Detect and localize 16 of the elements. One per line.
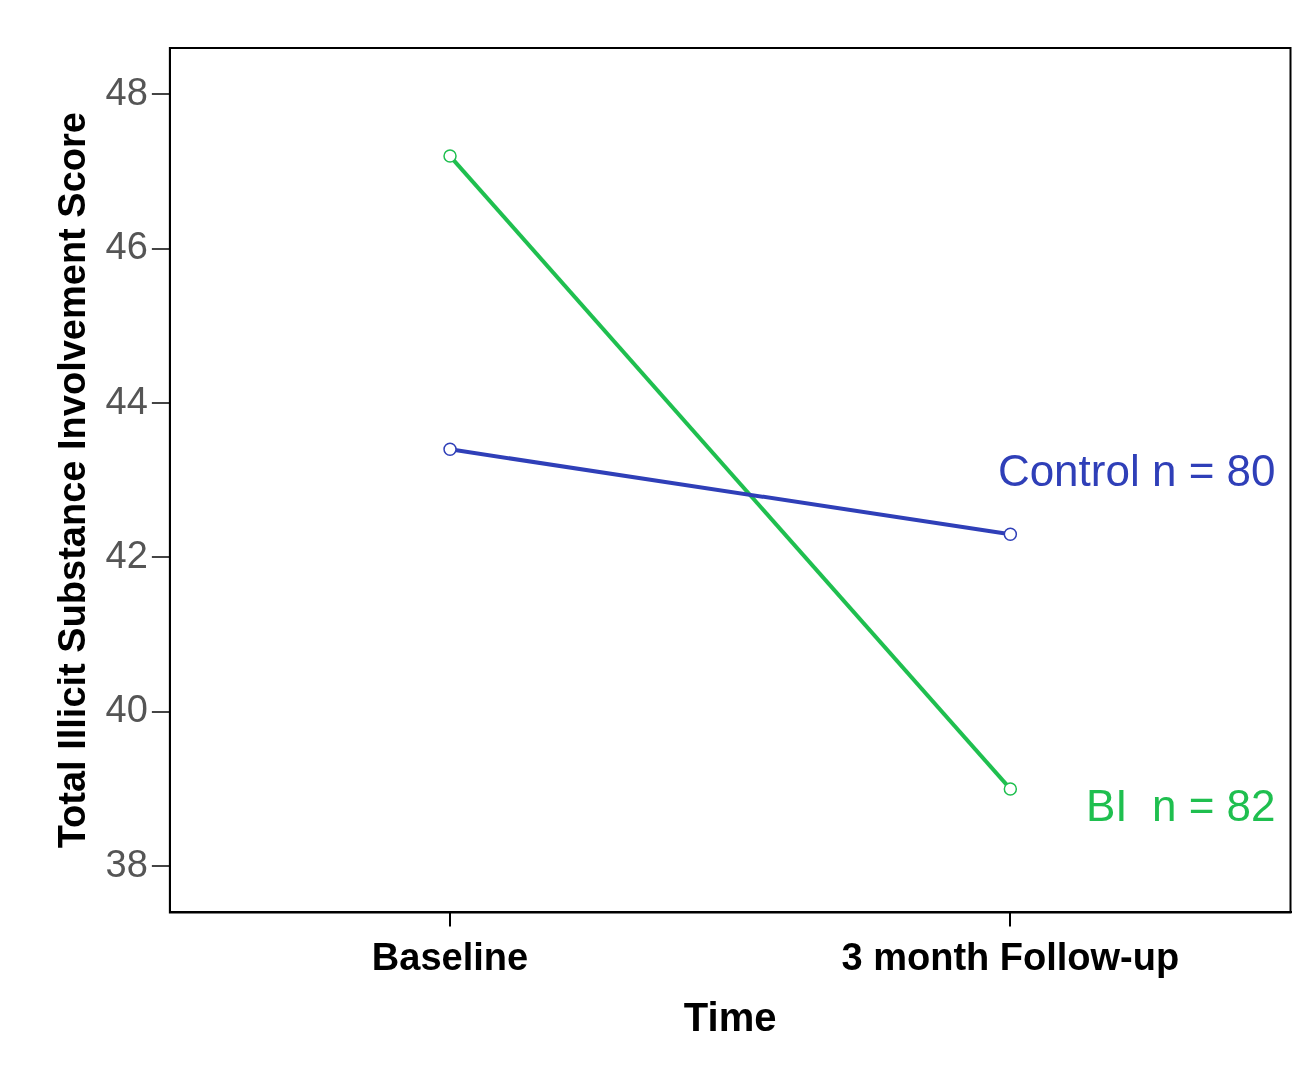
y-axis-title: Total Illicit Substance Involvement Score	[51, 112, 94, 849]
y-tick-label: 42	[105, 533, 148, 576]
y-tick-label: 48	[105, 70, 148, 113]
point	[1003, 782, 1018, 796]
x-tick-label: Baseline	[371, 935, 529, 978]
y-tick-label: 38	[105, 842, 148, 885]
point	[1003, 527, 1018, 541]
x-tick-label: 3 month Follow-up	[841, 935, 1180, 978]
x-axis-title: Time	[683, 995, 777, 1040]
series-label: BI n = 82	[1085, 781, 1276, 831]
y-tick-label: 44	[105, 379, 148, 422]
y-tick-label: 46	[105, 225, 148, 268]
point	[443, 442, 457, 457]
series-label: Control n = 80	[997, 446, 1276, 496]
y-tick-label: 40	[105, 688, 148, 731]
point	[443, 149, 457, 163]
